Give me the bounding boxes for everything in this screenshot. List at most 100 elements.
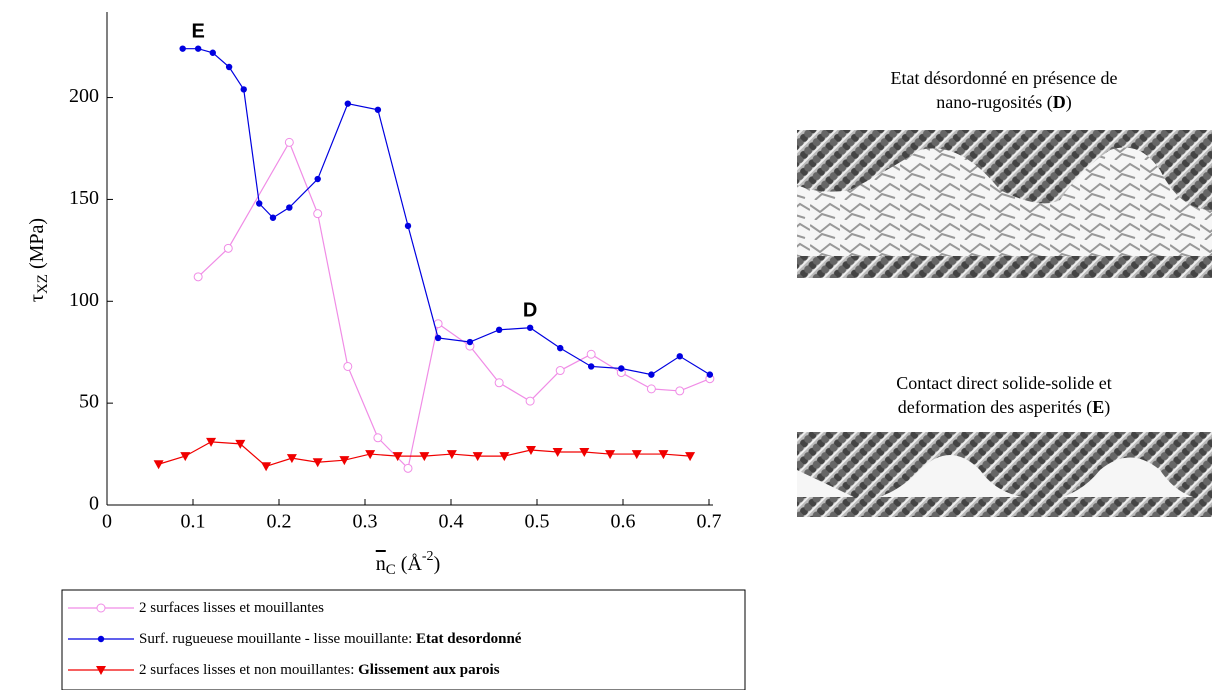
x-label-sub: C bbox=[386, 562, 396, 578]
point bbox=[631, 450, 642, 460]
x-tick-label: 0.7 bbox=[697, 511, 722, 533]
legend-name: Surf. rugueuese mouillante - lisse mouil… bbox=[139, 631, 416, 647]
panel-caption: nano-rugosités (D) bbox=[936, 92, 1071, 113]
point bbox=[557, 344, 564, 352]
y-label-rest: (MPa) bbox=[26, 218, 48, 274]
x-tick-label: 0.3 bbox=[353, 511, 378, 533]
point bbox=[284, 137, 294, 147]
point bbox=[658, 450, 669, 460]
x-label-rest: (Å bbox=[396, 553, 423, 575]
point bbox=[392, 452, 403, 462]
point bbox=[223, 243, 233, 253]
point bbox=[618, 365, 625, 372]
point bbox=[525, 396, 535, 406]
legend-name-bold: Glissement aux parois bbox=[358, 662, 500, 678]
point bbox=[373, 433, 383, 443]
legend-symbol bbox=[96, 603, 106, 613]
legend bbox=[61, 589, 746, 690]
caption-end: ) bbox=[1104, 397, 1110, 418]
point bbox=[235, 439, 246, 449]
point bbox=[153, 460, 164, 470]
point bbox=[495, 326, 503, 334]
panel-image-d bbox=[797, 130, 1212, 278]
caption-end: ) bbox=[1066, 92, 1072, 113]
point bbox=[648, 371, 655, 378]
x-label-base: n bbox=[376, 553, 386, 575]
series-line bbox=[197, 141, 711, 470]
point bbox=[552, 448, 563, 458]
point bbox=[466, 338, 474, 346]
x-tick-label: 0.2 bbox=[267, 511, 292, 533]
point bbox=[286, 204, 293, 211]
point bbox=[180, 452, 191, 462]
x-tick-label: 0.1 bbox=[181, 511, 206, 533]
x-label-sup: -2 bbox=[422, 549, 434, 564]
y-label-sub: XZ bbox=[35, 274, 51, 294]
point bbox=[419, 452, 430, 462]
x-tick-label: 0.5 bbox=[525, 511, 550, 533]
point bbox=[494, 378, 504, 388]
point bbox=[339, 456, 350, 466]
panel-caption: deformation des asperités (E) bbox=[898, 397, 1110, 418]
caption-bold: D bbox=[1053, 92, 1066, 112]
point bbox=[403, 463, 413, 473]
x-tick-label: 0.6 bbox=[611, 511, 636, 533]
annotation: E bbox=[191, 21, 204, 43]
point bbox=[675, 386, 685, 396]
legend-label: 2 surfaces lisses et non mouillantes: Gl… bbox=[139, 662, 500, 678]
point bbox=[193, 272, 203, 282]
point bbox=[525, 445, 536, 455]
legend-marker bbox=[96, 603, 106, 613]
legend-name: 2 surfaces lisses et non mouillantes: bbox=[139, 662, 358, 678]
point bbox=[240, 86, 247, 93]
point bbox=[646, 384, 656, 394]
point bbox=[261, 462, 272, 472]
point bbox=[256, 200, 263, 207]
point bbox=[314, 175, 321, 183]
point bbox=[472, 452, 483, 462]
point bbox=[579, 448, 590, 458]
caption-text: deformation des asperités ( bbox=[898, 397, 1092, 418]
y-tick-label: 0 bbox=[89, 493, 99, 515]
point bbox=[434, 334, 442, 342]
y-tick-label: 150 bbox=[69, 187, 99, 209]
point bbox=[685, 452, 696, 462]
point bbox=[446, 450, 457, 460]
point bbox=[286, 454, 297, 464]
point bbox=[209, 49, 216, 56]
point bbox=[676, 353, 683, 360]
point bbox=[269, 214, 277, 221]
caption-bold: E bbox=[1092, 397, 1104, 417]
point bbox=[312, 458, 323, 468]
legend-marker bbox=[96, 666, 106, 675]
point bbox=[555, 366, 565, 376]
x-label-end: ) bbox=[434, 553, 441, 575]
x-axis-label: nC (Å-2) bbox=[376, 549, 440, 578]
legend-label: 2 surfaces lisses et mouillantes bbox=[139, 600, 324, 616]
point bbox=[499, 452, 510, 462]
panel-image-e bbox=[797, 432, 1212, 517]
legend-name: 2 surfaces lisses et mouillantes bbox=[139, 600, 324, 616]
x-tick-label: 0.4 bbox=[439, 511, 464, 533]
panel-caption: Contact direct solide-solide et bbox=[896, 373, 1111, 393]
point bbox=[404, 222, 412, 230]
point bbox=[344, 100, 351, 107]
point bbox=[194, 45, 202, 52]
point bbox=[365, 450, 376, 460]
point bbox=[374, 106, 382, 113]
legend-name-bold: Etat desordonné bbox=[416, 631, 522, 647]
point bbox=[526, 324, 534, 331]
point bbox=[179, 45, 186, 52]
panel-caption: Etat désordonné en présence de bbox=[891, 68, 1118, 88]
legend-symbol bbox=[96, 666, 106, 675]
annotation: D bbox=[523, 300, 537, 322]
point bbox=[586, 349, 596, 359]
series-line bbox=[182, 48, 711, 376]
point bbox=[587, 363, 595, 370]
point bbox=[605, 450, 616, 460]
point bbox=[225, 63, 233, 71]
point bbox=[706, 371, 714, 378]
legend-marker bbox=[97, 635, 105, 643]
